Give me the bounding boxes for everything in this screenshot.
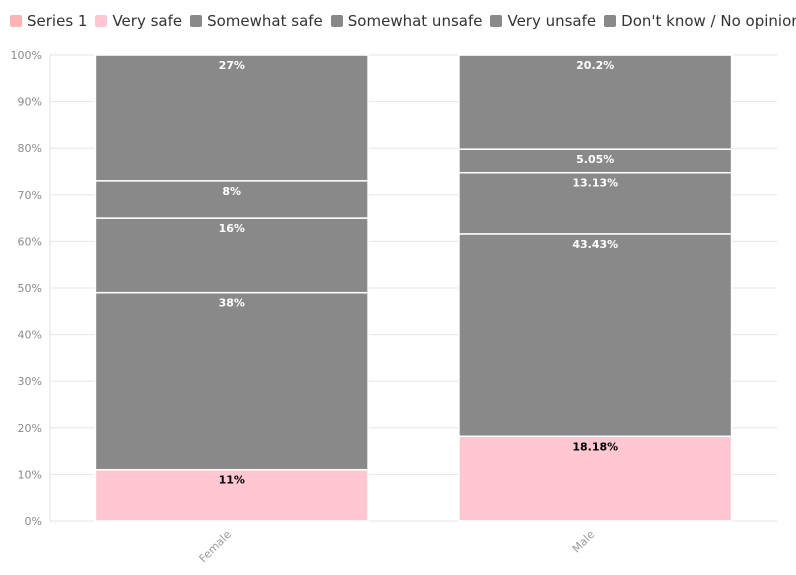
bar-segment [94,468,369,522]
y-tick-label: 30% [18,375,42,388]
legend-swatch [95,15,108,27]
data-label: 8% [222,185,241,198]
data-label: 16% [219,222,245,235]
legend-item[interactable]: Don't know / No opinion [604,12,796,30]
legend: Series 1 Very safe Somewhat safe Somewhat u… [10,12,796,30]
legend-swatch [490,15,503,27]
legend-swatch [190,15,203,27]
y-tick-label: 90% [18,96,42,109]
y-tick-label: 50% [18,282,42,295]
legend-item[interactable]: Very unsafe [490,12,596,30]
bar-segment [458,233,733,438]
bar-segment [458,435,733,522]
data-label: 13.13% [572,177,618,190]
legend-item[interactable]: Series 1 [10,12,87,30]
legend-label: Somewhat safe [207,12,323,30]
y-tick-label: 10% [18,468,42,481]
legend-swatch [330,15,343,27]
legend-swatch [604,15,617,27]
y-tick-label: 70% [18,189,42,202]
y-tick-label: 0% [25,515,42,528]
bar-segment [458,54,733,150]
bar-segment [94,54,369,182]
bar-segment [94,217,369,294]
y-tick-label: 100% [11,49,42,62]
y-tick-label: 20% [18,422,42,435]
y-tick-label: 80% [18,142,42,155]
data-label: 38% [219,297,245,310]
data-label: 27% [219,59,245,72]
data-label: 20.2% [576,59,614,72]
legend-item[interactable]: Somewhat unsafe [330,12,483,30]
x-tick-label: Female [197,528,234,565]
bar-segment [458,171,733,235]
legend-label: Very unsafe [507,12,597,30]
legend-label: Series 1 [27,12,88,30]
legend-label: Somewhat unsafe [347,12,483,30]
data-label: 5.05% [576,153,614,166]
legend-label: Very safe [112,12,183,30]
y-tick-label: 60% [18,235,42,248]
data-label: 11% [219,474,245,487]
legend-swatch [10,15,22,27]
bar-segment [94,291,369,471]
x-tick-label: Male [570,528,598,556]
legend-item[interactable]: Somewhat safe [190,12,323,30]
y-tick-label: 40% [18,329,42,342]
data-label: 18.18% [572,440,618,453]
legend-label: Don't know / No opinion [621,12,796,30]
legend-item[interactable]: Very safe [95,12,182,30]
data-label: 43.43% [572,238,618,251]
